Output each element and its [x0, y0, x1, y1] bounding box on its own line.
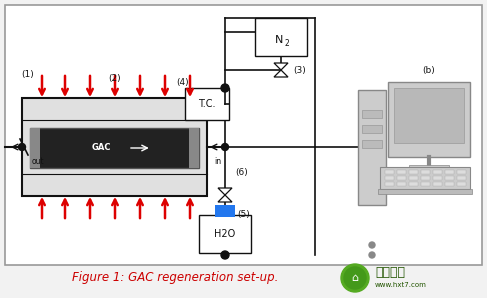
- Bar: [388, 82, 470, 157]
- Bar: [397, 170, 406, 174]
- Circle shape: [221, 84, 229, 92]
- Bar: [199, 215, 251, 253]
- Bar: [362, 140, 382, 148]
- Text: 2: 2: [284, 38, 289, 47]
- Text: (1): (1): [21, 71, 35, 80]
- Text: out: out: [32, 157, 44, 166]
- Text: 活性炭网: 活性炭网: [375, 266, 405, 279]
- Bar: [457, 176, 466, 180]
- Text: T.C.: T.C.: [198, 99, 216, 109]
- Bar: [397, 182, 406, 186]
- Bar: [189, 128, 199, 168]
- Text: Figure 1: GAC regeneration set-up.: Figure 1: GAC regeneration set-up.: [72, 271, 278, 285]
- Bar: [30, 128, 40, 168]
- Bar: [433, 170, 442, 174]
- Text: (6): (6): [235, 167, 248, 176]
- Text: (5): (5): [237, 210, 250, 220]
- Bar: [385, 182, 394, 186]
- Circle shape: [344, 267, 366, 289]
- Bar: [445, 182, 454, 186]
- Bar: [457, 182, 466, 186]
- Bar: [433, 176, 442, 180]
- Bar: [5, 5, 482, 265]
- Text: N: N: [275, 35, 283, 45]
- Bar: [362, 125, 382, 133]
- Bar: [385, 176, 394, 180]
- Bar: [362, 110, 382, 118]
- Bar: [358, 90, 386, 205]
- Bar: [394, 88, 464, 143]
- Circle shape: [369, 252, 375, 258]
- Text: GAC: GAC: [91, 144, 111, 153]
- Text: (3): (3): [293, 66, 306, 74]
- Text: www.hxt7.com: www.hxt7.com: [375, 282, 427, 288]
- Bar: [215, 205, 235, 217]
- Bar: [185, 88, 229, 120]
- Bar: [255, 18, 307, 56]
- Circle shape: [341, 264, 369, 292]
- Text: (b): (b): [423, 66, 435, 74]
- Polygon shape: [218, 188, 232, 195]
- Circle shape: [221, 251, 229, 259]
- Bar: [409, 165, 449, 171]
- Bar: [397, 176, 406, 180]
- Bar: [421, 182, 430, 186]
- Polygon shape: [274, 70, 288, 77]
- Circle shape: [369, 242, 375, 248]
- Bar: [445, 176, 454, 180]
- Bar: [409, 182, 418, 186]
- Text: (2): (2): [109, 74, 121, 83]
- Bar: [409, 176, 418, 180]
- Bar: [380, 167, 470, 189]
- Bar: [433, 182, 442, 186]
- Bar: [421, 176, 430, 180]
- Bar: [30, 128, 199, 168]
- Bar: [409, 170, 418, 174]
- Polygon shape: [274, 63, 288, 70]
- Circle shape: [19, 144, 25, 150]
- Text: in: in: [214, 157, 222, 166]
- Text: H2O: H2O: [214, 229, 236, 239]
- Bar: [421, 170, 430, 174]
- Circle shape: [222, 144, 228, 150]
- Bar: [445, 170, 454, 174]
- Bar: [378, 189, 472, 194]
- Bar: [457, 170, 466, 174]
- Polygon shape: [218, 195, 232, 202]
- Text: ⌂: ⌂: [352, 273, 358, 283]
- Bar: [22, 98, 207, 196]
- Text: (4): (4): [177, 78, 189, 88]
- Bar: [385, 170, 394, 174]
